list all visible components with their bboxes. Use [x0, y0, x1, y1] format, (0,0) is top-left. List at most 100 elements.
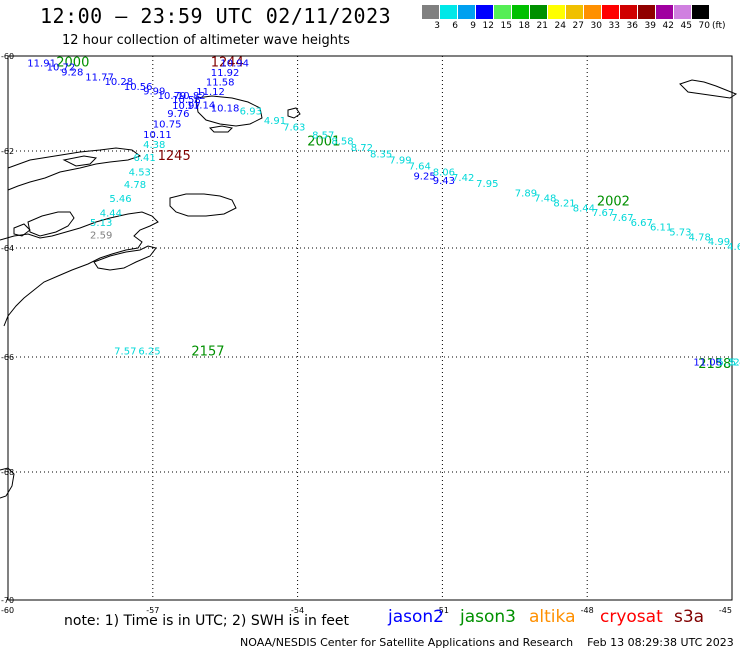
legend-swatch — [692, 5, 710, 19]
satellite-legend-cryosat: cryosat — [600, 607, 663, 627]
lat-tick-label: -66 — [1, 353, 14, 362]
swh-value-label: 10.11 — [143, 130, 172, 141]
legend-swatch — [476, 5, 494, 19]
lat-tick-label: -70 — [1, 596, 14, 605]
color-scale-labels: 3 6 9 12 15 18 21 24 27 30 33 36 39 42 45 70 (ft) — [422, 21, 726, 31]
swh-value-label: 6.41 — [133, 153, 155, 164]
swh-value-label: 7.89 — [515, 189, 537, 200]
lon-tick-label: -60 — [1, 606, 14, 615]
lon-tick-label: -57 — [146, 606, 159, 615]
swh-value-label: 10.28 — [105, 77, 134, 88]
legend-swatch — [620, 5, 638, 19]
swh-value-label: 7.63 — [283, 122, 305, 133]
swh-value-label: 7.48 — [534, 194, 556, 205]
pass-time-label: 2001 — [307, 135, 340, 150]
map-frame — [7, 55, 733, 601]
coastline-island-5 — [208, 125, 234, 133]
legend-label: 27 — [572, 21, 584, 31]
swh-value-label: 7.42 — [452, 173, 474, 184]
swh-value-label: 10.18 — [211, 103, 240, 114]
swh-value-label: 11.08 — [693, 358, 722, 369]
legend-swatch — [566, 5, 584, 19]
swh-value-label: 11.77 — [85, 72, 114, 83]
coastline-island-7 — [62, 155, 98, 167]
pass-time-labels: 1244 1245 2000 2001 2002 2157 2158 — [56, 56, 731, 372]
coastline-peninsula-main — [0, 211, 159, 327]
legend-swatch — [440, 5, 458, 19]
legend-swatch — [548, 5, 566, 19]
swh-value-label: 5.48 — [730, 358, 740, 369]
swh-value-label: 8.35 — [370, 149, 392, 160]
legend-label: 15 — [500, 21, 512, 31]
swh-value-label: 7.99 — [389, 156, 411, 167]
lat-tick-label: -60 — [1, 52, 14, 61]
legend-label: 36 — [626, 21, 638, 31]
swh-value-label: 10.82 — [177, 91, 206, 102]
swh-value-label: 7.64 — [409, 162, 431, 173]
coastline-joinville — [93, 245, 157, 271]
swh-value-label: 11.12 — [196, 87, 225, 98]
swh-value-label: 10.79 — [158, 91, 187, 102]
swh-value-label: 8.72 — [351, 143, 373, 154]
credit-line: NOAA/NESDIS Center for Satellite Applica… — [240, 636, 734, 649]
swh-value-label: 10.58 — [172, 95, 201, 106]
pass-time-label: 1244 — [211, 56, 244, 71]
swh-value-label: 11.14 — [187, 100, 216, 111]
legend-label: 18 — [518, 21, 530, 31]
swh-value-label: 8.44 — [573, 203, 595, 214]
legend-label: 45 — [680, 21, 692, 31]
swh-value-label: 4.91 — [264, 116, 286, 127]
swh-value-label: 5.46 — [109, 194, 131, 205]
swh-value-label: 10.75 — [153, 119, 182, 130]
swh-value-label: 11.92 — [211, 68, 240, 79]
legend-label: 12 — [482, 21, 494, 31]
legend-label: 70 — [698, 21, 710, 31]
legend-swatch — [638, 5, 656, 19]
pass-time-label: 1245 — [158, 149, 191, 164]
lon-tick-label: -48 — [581, 606, 594, 615]
legend-unit: (ft) — [712, 21, 726, 31]
swh-value-label: 10.97 — [172, 101, 201, 112]
legend-swatch — [494, 5, 512, 19]
swh-value-label: 6.25 — [138, 346, 160, 357]
swh-value-label: 4.99 — [708, 237, 730, 248]
coastline-island-2 — [169, 193, 237, 217]
coastline-island-4 — [287, 107, 301, 119]
map-title: 12:00 – 23:59 UTC 02/11/2023 — [40, 4, 392, 28]
legend-swatch — [584, 5, 602, 19]
swh-value-label: 9.43 — [433, 176, 455, 187]
swh-value-label: 7.95 — [476, 179, 498, 190]
legend-label: 3 — [434, 21, 440, 31]
lon-tick-label: -54 — [291, 606, 304, 615]
legend-label: 21 — [536, 21, 548, 31]
legend-swatch — [422, 5, 440, 19]
pass-time-label: 2002 — [597, 194, 630, 209]
legend-label: 30 — [590, 21, 602, 31]
legend-swatch — [656, 5, 674, 19]
footnote: note: 1) Time is in UTC; 2) SWH is in fe… — [64, 613, 350, 629]
coastline-island-8 — [13, 223, 31, 237]
legend-label: 6 — [452, 21, 458, 31]
axis-labels: -60-62-64-66-68-70-60 -57 -54 -51 -48 -45 — [1, 52, 732, 615]
legend-label: 24 — [554, 21, 566, 31]
coastline-west-edge — [0, 467, 15, 499]
swh-value-label: 8.06 — [433, 167, 455, 178]
swh-value-label: 2.59 — [90, 230, 112, 241]
legend-swatch — [512, 5, 530, 19]
swh-value-label: 4.53 — [129, 167, 151, 178]
swh-value-label: 8.21 — [553, 198, 575, 209]
lon-tick-label: -45 — [719, 606, 732, 615]
lat-tick-label: -64 — [1, 244, 14, 253]
legend-label: 9 — [470, 21, 476, 31]
swh-value-label: 5.13 — [90, 218, 112, 229]
coastline-island-3 — [195, 95, 263, 127]
swh-value-label: 4.44 — [100, 209, 122, 220]
swh-value-label: 9.25 — [413, 171, 435, 182]
swh-value-label: 7.67 — [592, 208, 614, 219]
swh-value-label: 5.32 — [718, 358, 740, 369]
swh-value-label: 7.57 — [114, 346, 136, 357]
legend-label: 33 — [608, 21, 620, 31]
